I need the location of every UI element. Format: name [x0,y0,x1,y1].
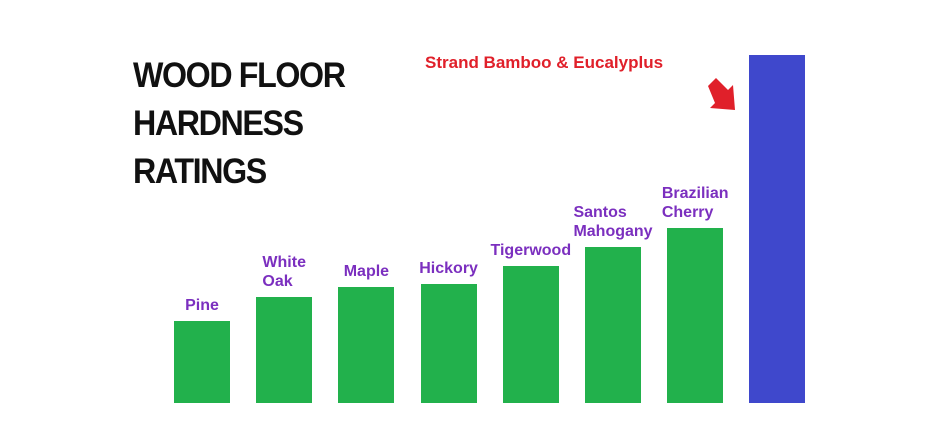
bar [749,55,806,403]
bar [174,321,230,403]
category-label: Pine [185,297,219,314]
arrow [708,78,735,110]
annotation-label: Strand Bamboo & Eucalyplus [425,53,664,72]
category-label: Brazilian Cherry [661,185,729,221]
bar [667,228,724,403]
bar [420,284,477,403]
bar [585,247,641,403]
category-label: Tigerwood [490,242,572,259]
category-label: White Oak [262,254,306,290]
bar [502,266,559,403]
category-label: Santos Mahogany [573,204,653,240]
chart-title: WOOD FLOOR HARDNESS RATINGS [133,56,346,191]
category-label: Hickory [419,260,478,277]
category-label: Maple [343,263,390,280]
bar [256,297,313,403]
bar [338,287,395,403]
